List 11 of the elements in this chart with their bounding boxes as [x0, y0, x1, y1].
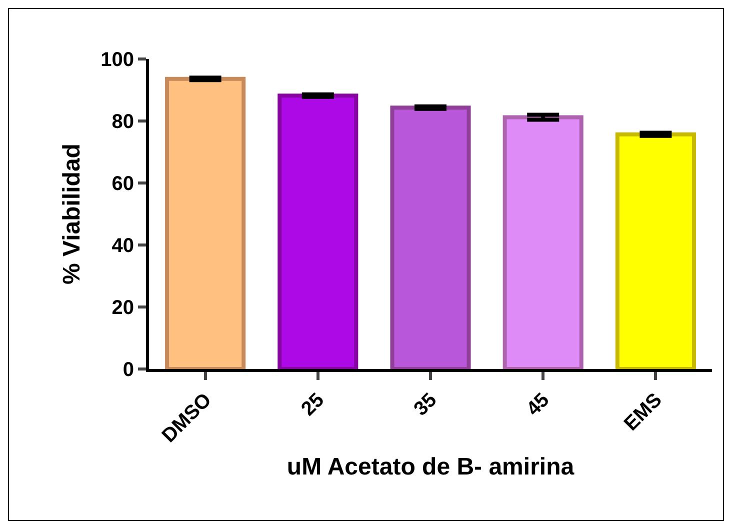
- y-tick-label: 60: [112, 173, 134, 195]
- x-tick-label: 45: [522, 389, 554, 420]
- x-tick-label: 25: [297, 389, 329, 420]
- y-tick-label: 20: [112, 297, 134, 319]
- y-tick-label: 100: [100, 49, 134, 71]
- y-tick-label: 40: [112, 235, 134, 257]
- y-axis-title: % Viabilidad: [58, 144, 86, 284]
- y-tick-label: 0: [122, 359, 134, 381]
- x-tick-label: 35: [410, 389, 442, 420]
- x-axis-title: uM Acetato de B- amirina: [286, 453, 575, 480]
- y-tick-label: 80: [112, 111, 134, 133]
